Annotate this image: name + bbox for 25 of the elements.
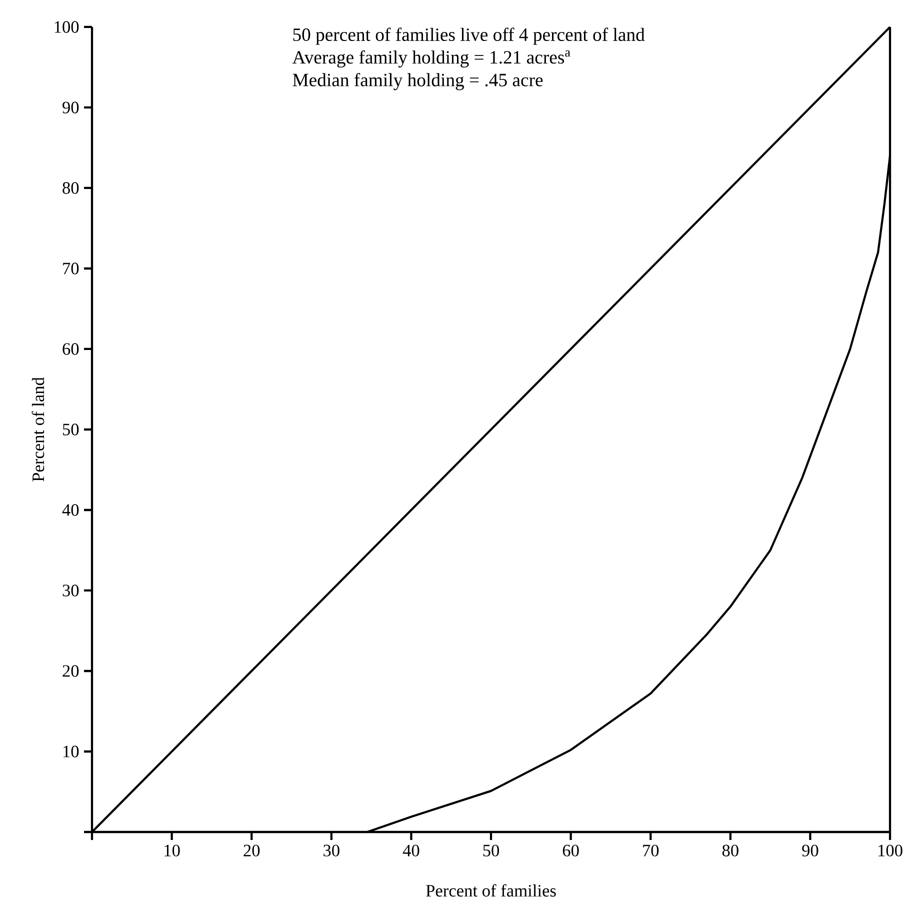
- x-tick-label: 100: [878, 844, 902, 856]
- y-tick-label: 80: [62, 182, 79, 194]
- y-tick-label: 70: [63, 262, 79, 274]
- x-tick-label: 90: [802, 844, 818, 856]
- y-tick-label: 90: [62, 102, 79, 114]
- y-tick-label: 10: [63, 746, 79, 758]
- x-tick-label: 20: [244, 844, 260, 856]
- y-tick-label: 100: [54, 21, 79, 33]
- x-tick-label: 10: [164, 844, 180, 856]
- x-tick-label: 30: [324, 844, 340, 856]
- x-tick-label: 40: [402, 844, 420, 856]
- annotation: Average family holding = 1.21 acres$^{a}$: [292, 50, 570, 68]
- annotation: 50 percent of families live off 4 percent of land: [293, 28, 645, 45]
- x-tick-label: 70: [643, 844, 659, 856]
- y-tick-label: 40: [62, 504, 79, 516]
- y-axis-title: Percent of land: [32, 377, 44, 482]
- annotation: Median family holding = .45 acre: [292, 73, 543, 90]
- y-tick-label: 60: [62, 343, 79, 355]
- y-tick-label: 20: [62, 665, 79, 677]
- x-tick-label: 80: [722, 844, 738, 856]
- x-axis-title: Percent of families: [426, 884, 556, 897]
- x-tick-label: 50: [483, 844, 500, 856]
- x-tick-label: 60: [562, 844, 579, 856]
- y-tick-label: 30: [62, 584, 79, 596]
- y-tick-label: 50: [62, 424, 79, 436]
